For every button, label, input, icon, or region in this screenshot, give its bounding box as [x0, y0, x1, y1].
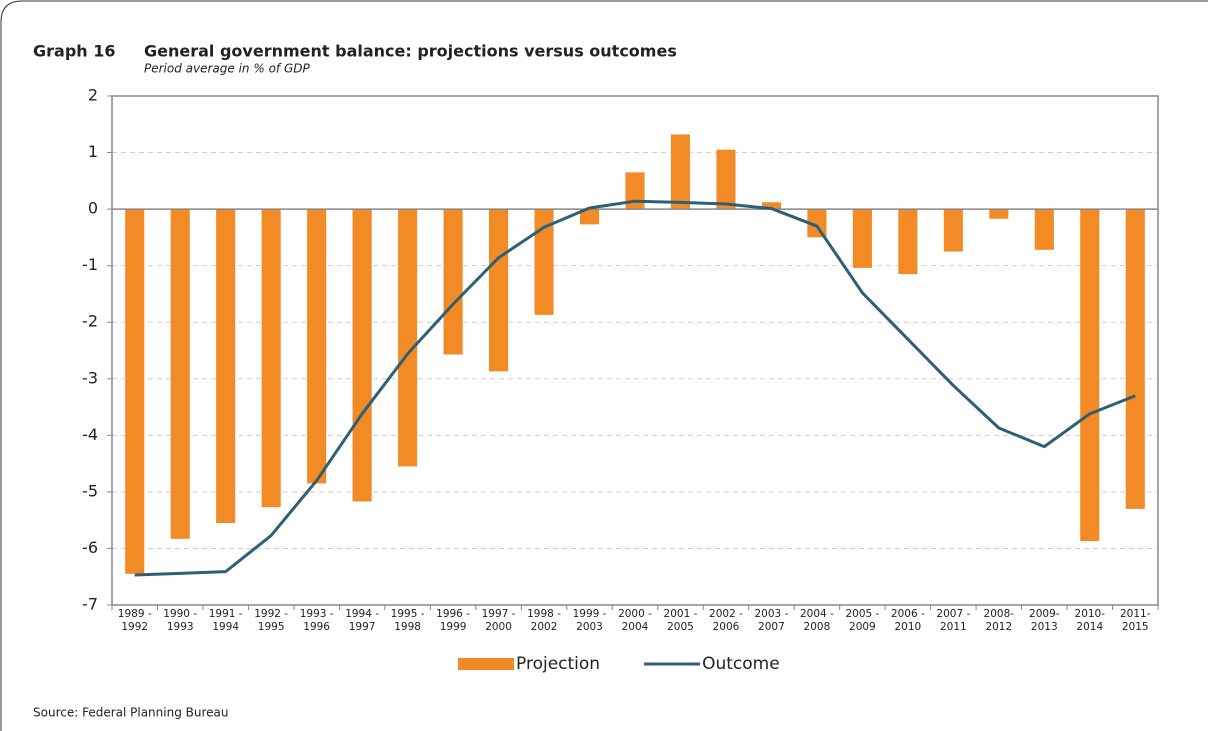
x-tick-label: 1990 - 1993 [163, 608, 198, 633]
x-tick-label: 2006 - 2010 [890, 608, 925, 633]
bar [443, 209, 463, 355]
x-tick-label: 1999 - 2003 [572, 608, 607, 633]
bar [716, 149, 736, 210]
bar [170, 209, 190, 539]
y-tick-label: 0 [88, 199, 98, 218]
x-tick-label: 2000 - 2004 [618, 608, 652, 633]
legend-swatch [458, 658, 514, 670]
x-tick-label: 1998 - 2002 [527, 608, 561, 633]
bar [989, 209, 1009, 219]
source: Source: Federal Planning Bureau [33, 706, 229, 720]
legend-label: Outcome [702, 654, 780, 674]
x-tick-label: 1995 - 1998 [390, 608, 425, 633]
y-tick-label: -3 [82, 368, 98, 387]
bar [307, 209, 327, 484]
bar [670, 134, 691, 210]
bar [579, 209, 600, 225]
bar [1125, 209, 1145, 509]
bar [761, 202, 781, 210]
x-tick-label: 2009- 2013 [1029, 608, 1060, 633]
bar [852, 209, 872, 268]
y-tick-label: -2 [82, 312, 98, 331]
bar [534, 209, 554, 315]
x-tick-label: 1991 - 1994 [208, 608, 243, 633]
chart-title: General government balance: projections … [144, 42, 677, 61]
bar [352, 209, 372, 502]
x-tick-label: 2005 - 2009 [845, 608, 880, 633]
y-tick-label: -5 [82, 481, 98, 500]
bar [807, 209, 827, 238]
y-tick-label: -1 [82, 255, 98, 274]
bar [216, 209, 236, 523]
bar [261, 209, 281, 508]
x-tick-label: 1994 - 1997 [345, 608, 380, 633]
x-tick-label: 2004 - 2008 [799, 608, 834, 633]
x-tick-label: 1993 - 1996 [299, 608, 334, 633]
x-tick-label: 2003 - 2007 [754, 608, 789, 633]
x-tick-label: 2002 - 2006 [709, 608, 743, 633]
y-tick-label: 1 [88, 142, 98, 161]
bar [1034, 209, 1054, 250]
x-tick-label: 1997 - 2000 [481, 608, 516, 633]
bar [898, 209, 918, 275]
x-tick-label: 2008- 2012 [983, 608, 1015, 633]
bar [1080, 209, 1100, 542]
bar [398, 209, 418, 467]
y-tick-label: -6 [82, 538, 98, 557]
x-tick-label: 1996 - 1999 [436, 608, 470, 633]
x-tick-label: 1992 - 1995 [254, 608, 289, 633]
x-tick-label: 1989 - 1992 [117, 608, 152, 633]
bar [125, 209, 145, 574]
legend-label: Projection [516, 654, 600, 674]
bar [943, 209, 963, 252]
plot-border [111, 95, 1159, 606]
x-tick-label: 2011- 2015 [1119, 608, 1151, 633]
y-tick-label: 2 [88, 86, 98, 105]
y-tick-label: -4 [82, 425, 98, 444]
bar [489, 209, 509, 372]
chart-subtitle: Period average in % of GDP [144, 62, 310, 76]
graph-label: Graph 16 [33, 42, 116, 61]
x-tick-label: 2010- 2014 [1074, 608, 1106, 633]
y-tick-label: -7 [82, 595, 98, 614]
x-tick-label: 2007 - 2011 [936, 608, 971, 633]
x-tick-label: 2001 - 2005 [663, 608, 698, 633]
line [134, 199, 1136, 577]
